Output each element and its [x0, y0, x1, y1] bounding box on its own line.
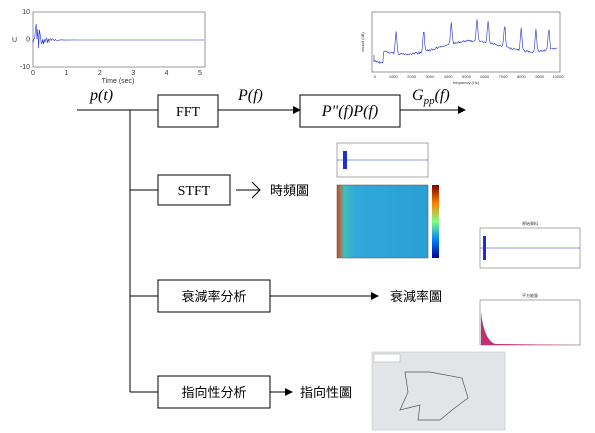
plot-frame [480, 300, 580, 345]
x-tick-label: 3 [131, 70, 135, 77]
spectrogram [337, 185, 428, 258]
y-tick-label: 10 [22, 9, 30, 16]
x-label: frequency (Hz) [453, 80, 480, 85]
time-plot: U Time (sec) 100-10012345 [12, 9, 205, 85]
x-tick-label: 3000 [425, 74, 435, 79]
x-tick-label: 5000 [462, 74, 472, 79]
x-tick-label: 5 [198, 70, 202, 77]
x-tick-label: 9000 [535, 74, 545, 79]
x-tick-label: 1 [64, 70, 68, 77]
directivity-illustration [372, 352, 505, 430]
stft-illustration [337, 143, 439, 258]
plot-frame [33, 12, 205, 67]
gpp-symbol: G [412, 87, 424, 104]
fft-label: FFT [176, 105, 201, 120]
legend-box [374, 354, 400, 362]
directivity-label: 指向性分析 [181, 385, 246, 401]
y-label: sound (dB) [360, 32, 365, 52]
open-arrow [236, 182, 260, 198]
plot-title: 平方能量 [522, 292, 538, 298]
gpp-arg: (f) [435, 87, 450, 104]
input-label: p(t) [89, 87, 113, 104]
decay-output: 衰減率圖 [390, 289, 442, 305]
decay-label: 衰減率分析 [181, 289, 246, 305]
x-tick-label: 2000 [407, 74, 417, 79]
gpp-subscript: pp [423, 95, 436, 107]
product-label: P"(f)P(f) [321, 103, 378, 120]
y-tick-label: -10 [20, 64, 30, 71]
x-tick-label: 4000 [444, 74, 454, 79]
directivity-output: 指向性圖 [300, 385, 352, 401]
x-tick-label: 6000 [480, 74, 490, 79]
x-tick-label: 1000 [389, 74, 399, 79]
x-tick-label: 4 [165, 70, 169, 77]
colorbar [432, 185, 439, 258]
image-frame [372, 352, 505, 430]
gpp-label: Gpp(f) [412, 87, 450, 107]
x-tick-label: 7000 [499, 74, 509, 79]
y-label: U [12, 37, 17, 44]
x-tick-label: 8000 [517, 74, 527, 79]
stft-output: 時頻圖 [270, 184, 309, 199]
y-tick-label: 0 [26, 37, 30, 44]
signal [343, 151, 347, 169]
x-tick-label: 0 [374, 74, 377, 79]
diagram: U Time (sec) 100-10012345 sound (dB) fre… [0, 0, 595, 433]
x-tick-label: 2 [98, 70, 102, 77]
plot-title: 原始資料 [522, 220, 538, 226]
spectrum-plot: sound (dB) frequency (Hz) 0 1000 2000 3000 4… [360, 12, 564, 85]
signal [483, 236, 486, 260]
plot-frame [372, 12, 560, 72]
x-tick-label: 10000 [552, 74, 564, 79]
x-tick-label: 0 [31, 70, 35, 77]
x-label: Time (sec) [102, 78, 135, 85]
stft-label: STFT [178, 184, 211, 199]
fft-output: P(f) [237, 87, 263, 104]
decay-illustration: 原始資料 平方能量 [480, 220, 580, 345]
